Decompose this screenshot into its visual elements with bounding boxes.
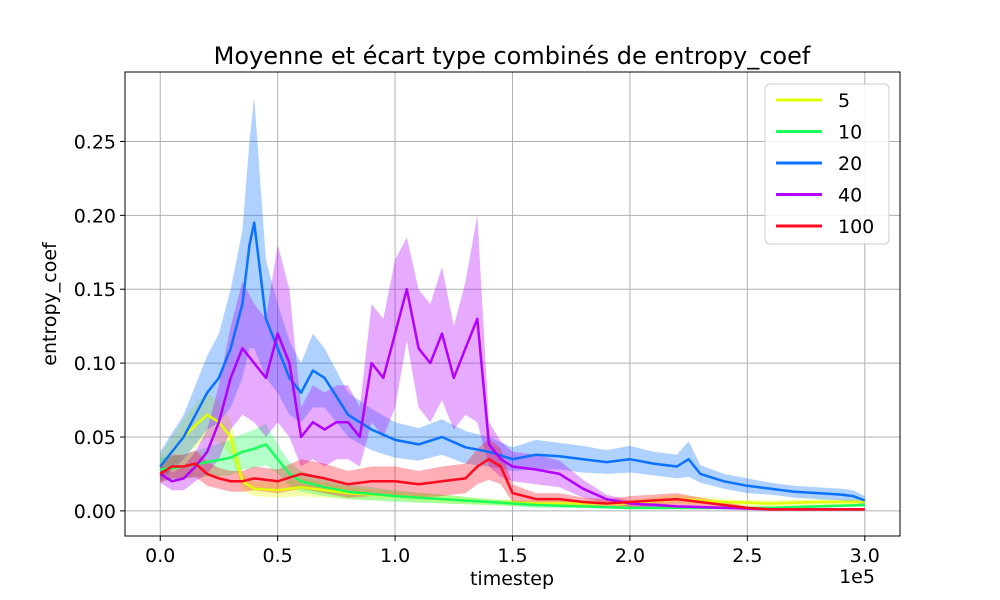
- legend-items: 5 10 20 40 100: [776, 90, 874, 238]
- series-line-20: [159, 221, 866, 502]
- series-line-40: [159, 287, 865, 511]
- y-ticks: 0.00 0.05 0.10 0.15 0.20 0.25: [74, 131, 125, 523]
- chart-title: Moyenne et écart type combinés de entrop…: [214, 42, 811, 70]
- x-tick-label: 0.5: [263, 545, 293, 567]
- y-tick-label: 0.25: [74, 131, 116, 153]
- std-band-series-10: [160, 423, 865, 510]
- series-line-100: [159, 457, 865, 511]
- x-tick-label: 2.5: [732, 545, 762, 567]
- std-band-series-20: [160, 97, 865, 505]
- legend: 5 10 20 40 100: [764, 83, 890, 245]
- x-axis-offset-label: 1e5: [839, 566, 875, 588]
- x-tick-label: 1.0: [380, 545, 410, 567]
- grid-layer: [125, 72, 900, 536]
- y-tick-label: 0.05: [74, 427, 116, 449]
- legend-box: [764, 83, 890, 245]
- legend-label: 10: [838, 122, 862, 144]
- x-tick-label: 0.0: [145, 545, 175, 567]
- y-tick-label: 0.15: [74, 279, 116, 301]
- series-lines-layer: [159, 221, 866, 511]
- x-tick-label: 1.5: [497, 545, 527, 567]
- x-ticks: 0.0 0.5 1.0 1.5 2.0 2.5 3.0: [145, 536, 880, 567]
- plot-area: [124, 71, 901, 537]
- legend-label: 100: [838, 216, 874, 238]
- y-tick-label: 0.10: [74, 353, 116, 375]
- y-tick-label: 0.20: [74, 205, 116, 227]
- x-tick-label: 3.0: [850, 545, 880, 567]
- legend-label: 20: [838, 153, 862, 175]
- x-tick-label: 2.0: [615, 545, 645, 567]
- y-tick-label: 0.00: [74, 501, 116, 523]
- x-axis-label: timestep: [470, 568, 554, 590]
- std-band-series-40: [160, 215, 865, 511]
- y-axis-label: entropy_coef: [39, 241, 61, 366]
- legend-label: 5: [838, 90, 850, 112]
- legend-label: 40: [838, 185, 862, 207]
